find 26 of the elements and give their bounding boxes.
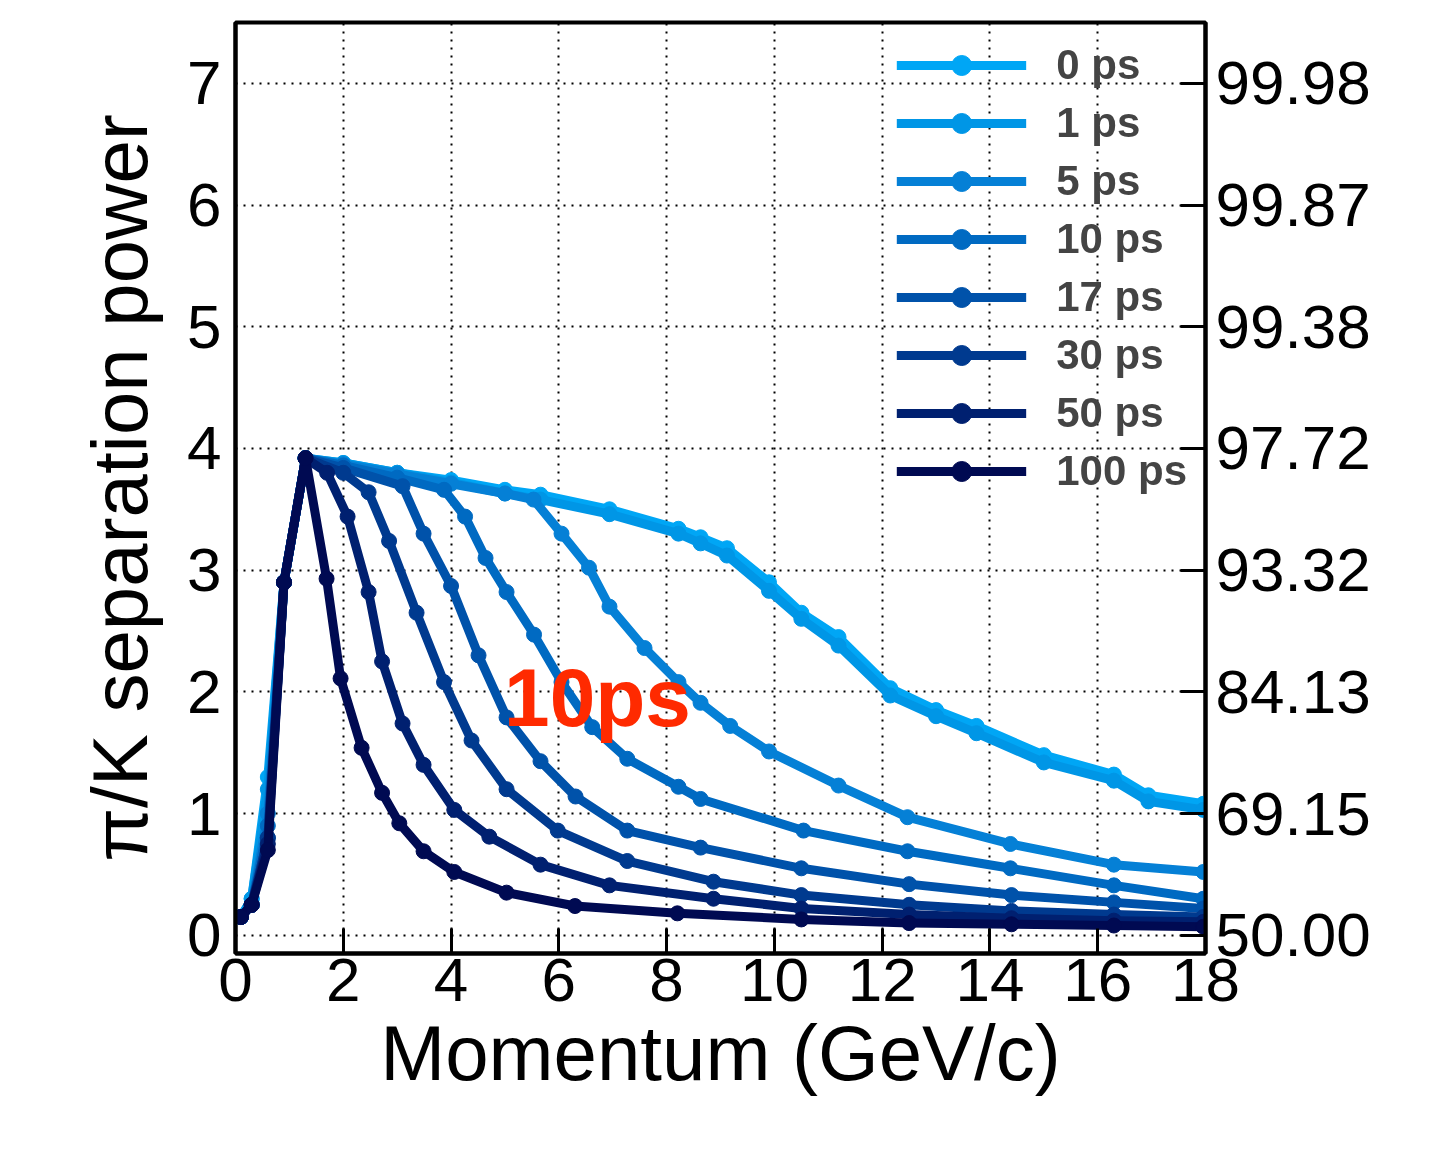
legend-label: 1 ps — [1056, 99, 1141, 147]
y-tick-label: 1 — [187, 778, 222, 848]
legend-label: 0 ps — [1056, 41, 1141, 89]
category-label: 97.72 — [1215, 413, 1371, 483]
y-tick-label: 3 — [187, 535, 222, 605]
legend-label: 100 ps — [1056, 447, 1187, 495]
category-label: 99.87 — [1215, 170, 1371, 240]
y-tick-label: 0 — [187, 900, 222, 970]
y-tick-label: 2 — [187, 656, 222, 726]
legend-label: 30 ps — [1056, 331, 1164, 379]
x-tick-label: 2 — [326, 944, 361, 1014]
y-axis-title: π/K separation power — [76, 114, 165, 862]
y-tick-label: 6 — [187, 170, 222, 240]
category-label: 99.98 — [1215, 48, 1371, 118]
legend-label: 5 ps — [1056, 157, 1141, 205]
y-tick-label: 5 — [187, 291, 222, 361]
y-tick-label: 7 — [187, 48, 222, 118]
y-tick-label: 4 — [187, 413, 222, 483]
x-tick-label: 16 — [1063, 944, 1133, 1014]
legend-label: 50 ps — [1056, 389, 1164, 437]
legend-label: 10 ps — [1056, 215, 1164, 263]
legend-label: 17 ps — [1056, 273, 1164, 321]
category-label: 93.32 — [1215, 535, 1371, 605]
category-label: 69.15 — [1215, 778, 1371, 848]
category-label: 99.38 — [1215, 291, 1371, 361]
category-label: 84.13 — [1215, 656, 1371, 726]
